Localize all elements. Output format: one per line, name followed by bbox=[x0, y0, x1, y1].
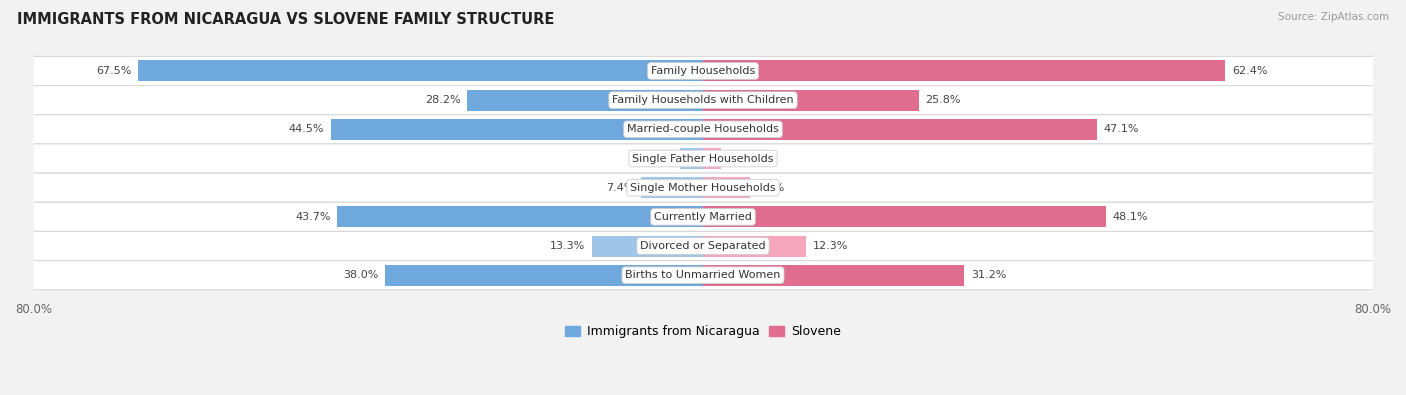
Text: 38.0%: 38.0% bbox=[343, 270, 378, 280]
Text: Single Father Households: Single Father Households bbox=[633, 154, 773, 164]
Text: 12.3%: 12.3% bbox=[813, 241, 848, 251]
Bar bbox=[703, 90, 920, 111]
Bar bbox=[138, 60, 703, 81]
Text: IMMIGRANTS FROM NICARAGUA VS SLOVENE FAMILY STRUCTURE: IMMIGRANTS FROM NICARAGUA VS SLOVENE FAM… bbox=[17, 12, 554, 27]
Bar bbox=[703, 148, 721, 169]
Text: 44.5%: 44.5% bbox=[288, 124, 323, 134]
Bar bbox=[467, 90, 703, 111]
Text: Family Households with Children: Family Households with Children bbox=[612, 95, 794, 105]
Text: 7.4%: 7.4% bbox=[606, 182, 634, 193]
Text: 2.7%: 2.7% bbox=[645, 154, 673, 164]
Text: 43.7%: 43.7% bbox=[295, 212, 330, 222]
Bar bbox=[592, 235, 703, 256]
Text: Source: ZipAtlas.com: Source: ZipAtlas.com bbox=[1278, 12, 1389, 22]
FancyBboxPatch shape bbox=[30, 173, 1376, 202]
Bar bbox=[337, 206, 703, 228]
Bar bbox=[703, 206, 1105, 228]
FancyBboxPatch shape bbox=[30, 86, 1376, 115]
Text: 31.2%: 31.2% bbox=[970, 270, 1007, 280]
FancyBboxPatch shape bbox=[30, 261, 1376, 290]
Text: Family Households: Family Households bbox=[651, 66, 755, 76]
Text: Births to Unmarried Women: Births to Unmarried Women bbox=[626, 270, 780, 280]
Bar bbox=[703, 177, 749, 198]
Bar bbox=[681, 148, 703, 169]
Text: 25.8%: 25.8% bbox=[925, 95, 962, 105]
FancyBboxPatch shape bbox=[30, 56, 1376, 86]
Text: 13.3%: 13.3% bbox=[550, 241, 585, 251]
FancyBboxPatch shape bbox=[30, 202, 1376, 231]
FancyBboxPatch shape bbox=[30, 115, 1376, 144]
Text: 28.2%: 28.2% bbox=[425, 95, 460, 105]
Bar bbox=[703, 60, 1225, 81]
Text: 48.1%: 48.1% bbox=[1112, 212, 1147, 222]
Text: 5.6%: 5.6% bbox=[756, 182, 785, 193]
Bar bbox=[641, 177, 703, 198]
Bar bbox=[385, 265, 703, 286]
Text: Divorced or Separated: Divorced or Separated bbox=[640, 241, 766, 251]
Bar bbox=[703, 265, 965, 286]
Text: 67.5%: 67.5% bbox=[96, 66, 131, 76]
Text: Married-couple Households: Married-couple Households bbox=[627, 124, 779, 134]
Text: 47.1%: 47.1% bbox=[1104, 124, 1139, 134]
Text: 62.4%: 62.4% bbox=[1232, 66, 1267, 76]
Text: 2.2%: 2.2% bbox=[728, 154, 756, 164]
FancyBboxPatch shape bbox=[30, 144, 1376, 173]
Bar bbox=[703, 119, 1097, 140]
Bar bbox=[703, 235, 806, 256]
Text: Single Mother Households: Single Mother Households bbox=[630, 182, 776, 193]
FancyBboxPatch shape bbox=[30, 231, 1376, 261]
Text: Currently Married: Currently Married bbox=[654, 212, 752, 222]
Legend: Immigrants from Nicaragua, Slovene: Immigrants from Nicaragua, Slovene bbox=[561, 320, 845, 343]
Bar bbox=[330, 119, 703, 140]
